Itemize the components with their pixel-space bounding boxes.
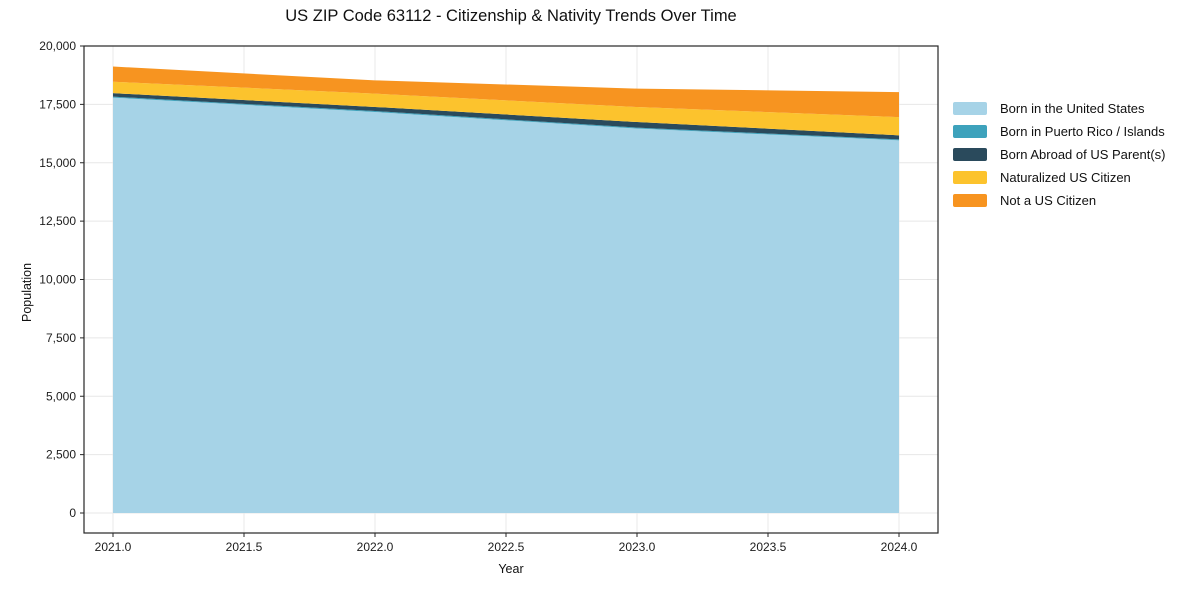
y-tick-label: 2,500 [46, 448, 76, 462]
x-tick-label: 2022.0 [357, 540, 394, 554]
y-tick-label: 10,000 [39, 273, 76, 287]
legend-label: Born Abroad of US Parent(s) [1000, 147, 1166, 162]
y-axis-label: Population [20, 262, 34, 322]
legend-item-4: Not a US Citizen [953, 193, 1165, 208]
x-tick-label: 2021.5 [226, 540, 263, 554]
x-tick-label: 2024.0 [881, 540, 918, 554]
y-tick-label: 5,000 [46, 389, 76, 403]
legend-item-1: Born in Puerto Rico / Islands [953, 124, 1165, 139]
legend-item-0: Born in the United States [953, 101, 1165, 116]
y-tick-label: 12,500 [39, 214, 76, 228]
x-axis-label: Year [498, 562, 524, 576]
legend-swatch [953, 194, 987, 207]
x-tick-label: 2021.0 [95, 540, 132, 554]
area-series-1 [113, 96, 899, 141]
tick-marks [80, 45, 900, 537]
y-tick-label: 17,500 [39, 97, 76, 111]
y-tick-label: 0 [69, 506, 76, 520]
legend-label: Naturalized US Citizen [1000, 170, 1131, 185]
x-tick-label: 2023.5 [750, 540, 787, 554]
legend-swatch [953, 125, 987, 138]
legend-swatch [953, 102, 987, 115]
x-tick-label: 2022.5 [488, 540, 525, 554]
legend-swatch [953, 148, 987, 161]
area-series-2 [113, 93, 899, 140]
y-tick-label: 15,000 [39, 156, 76, 170]
legend: Born in the United States Born in Puerto … [953, 101, 1166, 208]
legend-item-3: Naturalized US Citizen [953, 170, 1165, 185]
chart-title: US ZIP Code 63112 - Citizenship & Nativi… [285, 7, 737, 25]
area-series-4 [113, 66, 899, 118]
y-tick-label: 20,000 [39, 39, 76, 53]
area-series-0 [113, 97, 899, 513]
legend-label: Not a US Citizen [1000, 193, 1097, 208]
legend-swatch [953, 171, 987, 184]
axes-frame [83, 45, 939, 534]
legend-item-2: Born Abroad of US Parent(s) [953, 147, 1166, 162]
x-tick-label: 2023.0 [619, 540, 656, 554]
area-series-3 [113, 81, 899, 136]
legend-label: Born in the United States [1000, 101, 1145, 116]
tick-labels: 0 2,500 5,000 7,500 10,000 12,500 15,000 17,500… [39, 39, 917, 554]
y-tick-label: 7,500 [46, 331, 76, 345]
legend-label: Born in Puerto Rico / Islands [1000, 124, 1165, 139]
